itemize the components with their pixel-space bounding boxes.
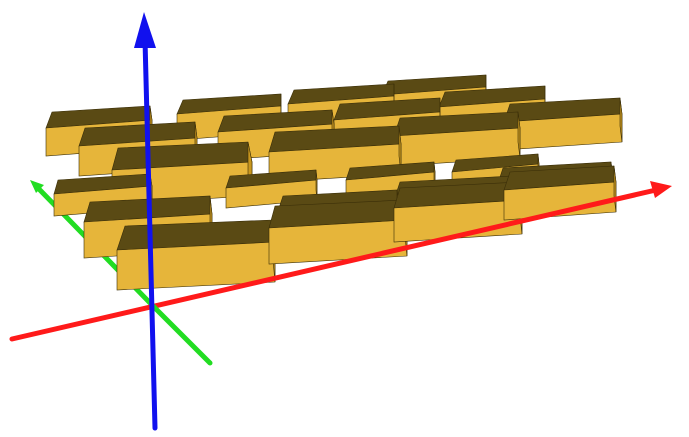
stacked-box xyxy=(503,97,623,151)
stacked-box xyxy=(393,181,523,243)
box-side-face xyxy=(315,169,318,201)
stacked-box xyxy=(503,165,617,221)
box-front-face xyxy=(268,219,408,265)
stacked-box xyxy=(268,199,408,265)
x-axis-arrowhead xyxy=(650,181,672,198)
x-axis-line xyxy=(9,187,659,342)
axes-front xyxy=(9,12,672,431)
box-side-face xyxy=(517,111,521,159)
box-side-face xyxy=(398,125,402,175)
z-axis-line xyxy=(142,37,158,431)
box-side-face xyxy=(619,97,623,143)
z-axis-arrowhead xyxy=(134,12,156,48)
box-stacks xyxy=(45,74,623,291)
y-axis-arrowhead xyxy=(30,180,44,193)
stacked-box xyxy=(393,111,521,167)
y-axis-front-line xyxy=(149,302,213,366)
stacked-box xyxy=(116,219,276,291)
